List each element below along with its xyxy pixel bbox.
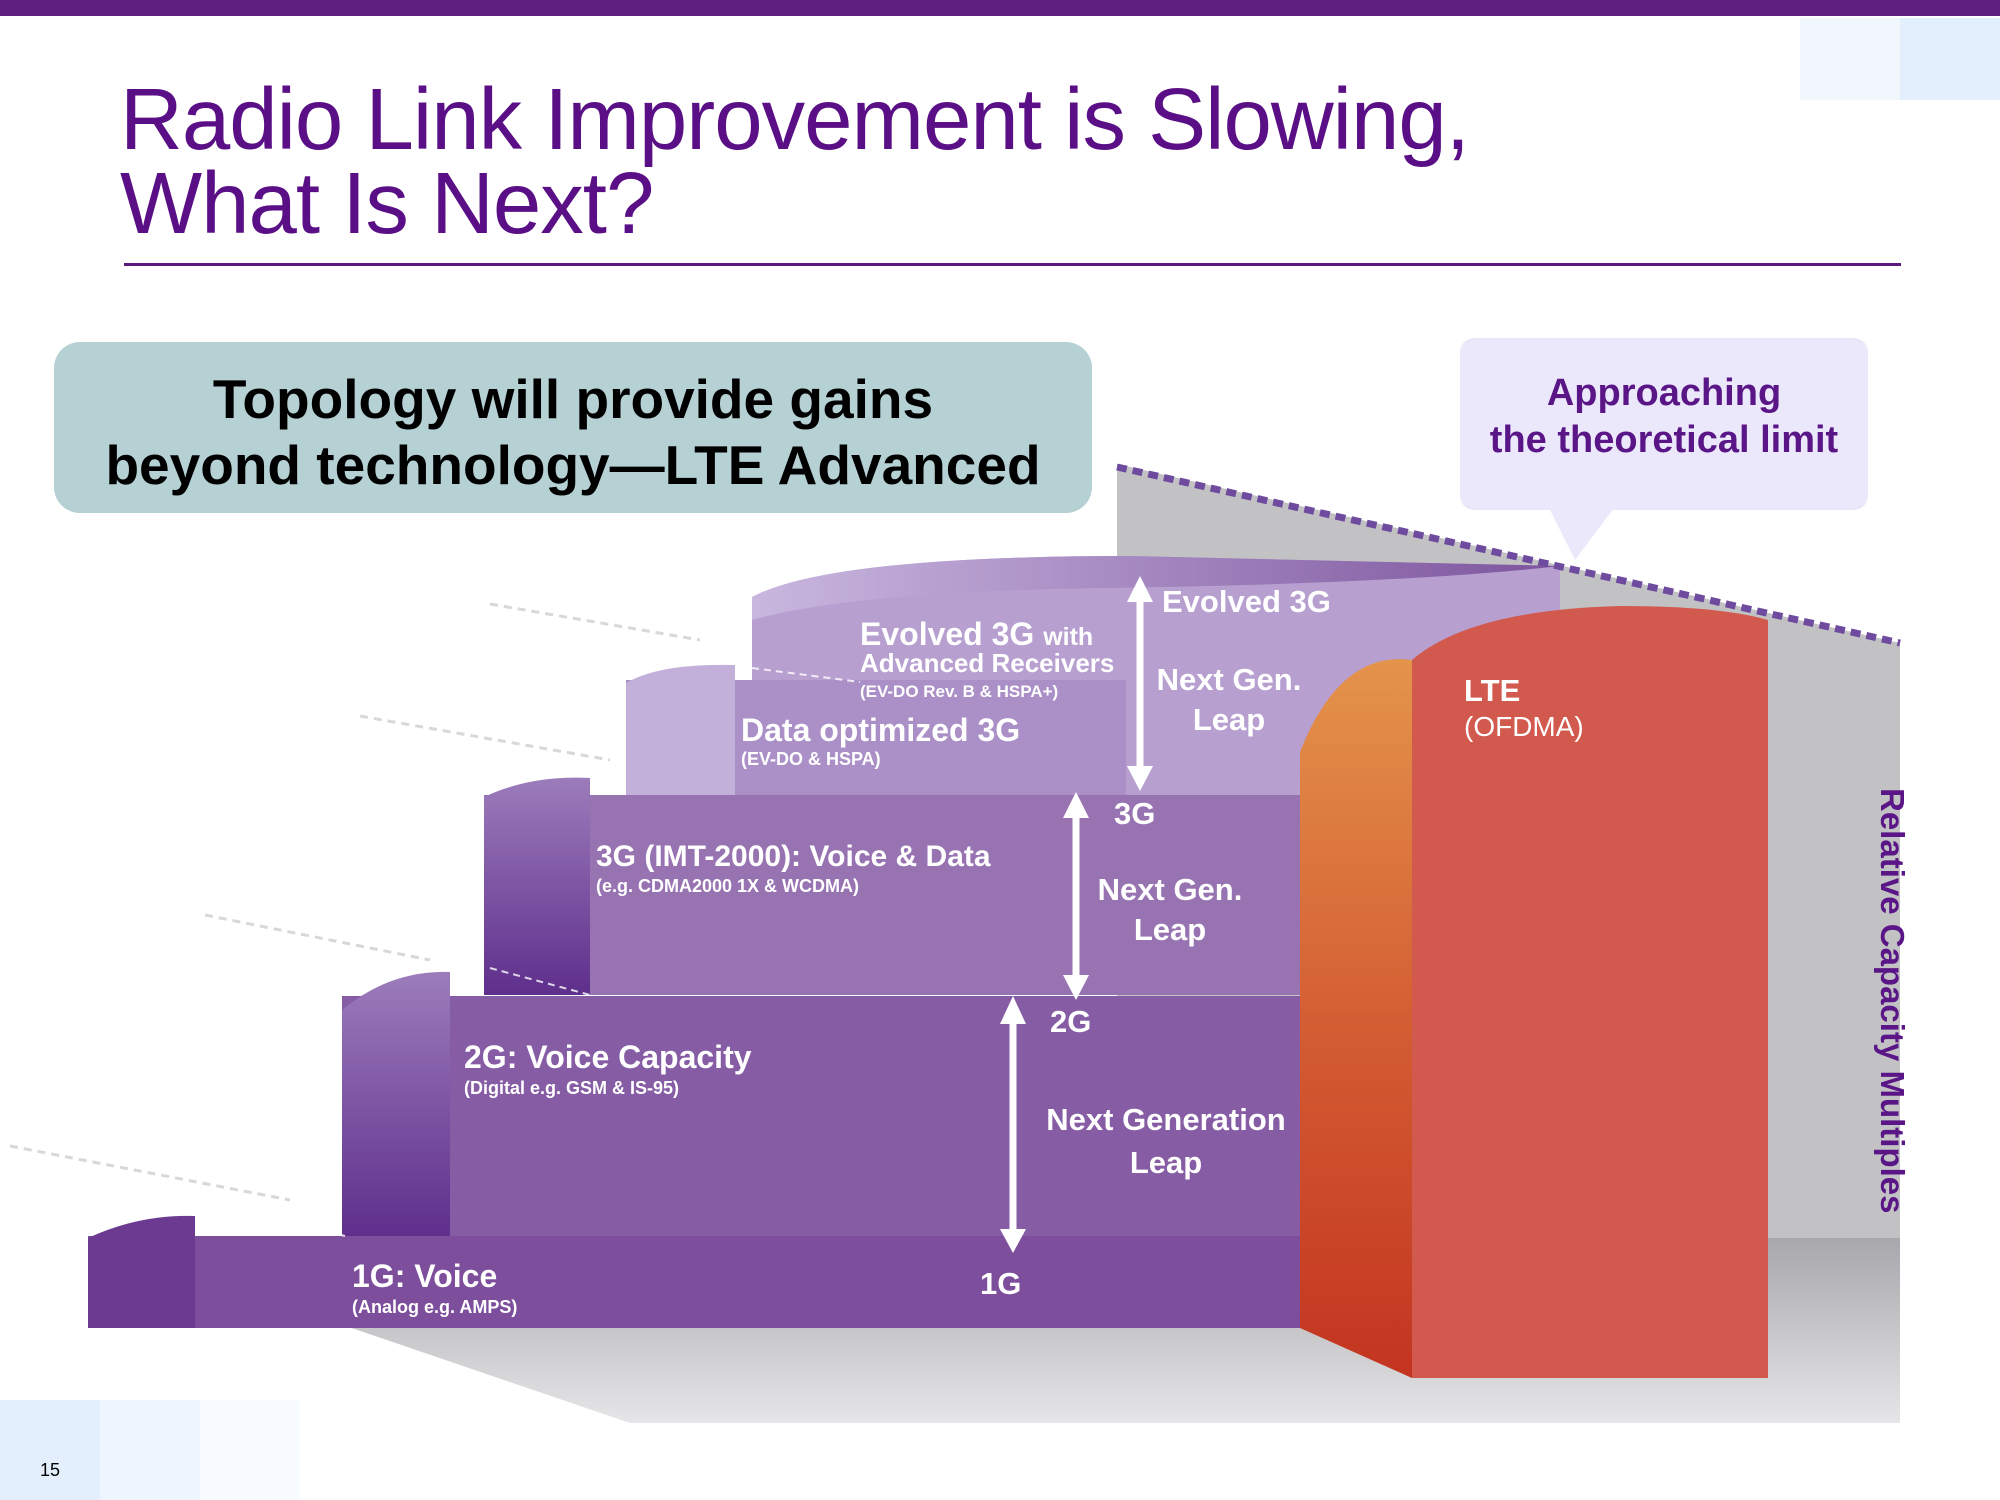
- lte-column: [1300, 606, 1768, 1378]
- leap-1g-2g: Next Generation Leap: [1036, 1098, 1296, 1184]
- step-data-optimized-3g: [626, 664, 1126, 800]
- corner-decoration-bottom-left: [0, 1400, 300, 1500]
- lte-label: LTE: [1464, 673, 1521, 708]
- step-evolved-detail: (EV-DO Rev. B & HSPA+): [860, 682, 1059, 701]
- top-brand-bar: [0, 0, 2000, 16]
- leap-1g-2g-line-1: Next Generation: [1046, 1102, 1286, 1137]
- arrow-3g-evolved: [1127, 576, 1153, 791]
- step-2g: [342, 971, 1304, 1236]
- topology-callout: Topology will provide gains beyond techn…: [54, 342, 1092, 513]
- step-evolved-label: Evolved 3G with: [860, 616, 1093, 653]
- limit-callout-line-1: Approaching: [1546, 372, 1782, 414]
- step-2g-detail: (Digital e.g. GSM & IS-95): [464, 1078, 680, 1098]
- title-line-2: What Is Next?: [120, 155, 654, 252]
- step-2g-label: 2G: Voice Capacity: [464, 1039, 752, 1075]
- step-3g-label: 3G (IMT-2000): Voice & Data: [596, 840, 991, 873]
- step-1g-detail: (Analog e.g. AMPS): [352, 1297, 518, 1317]
- title-line-1: Radio Link Improvement is Slowing,: [120, 71, 1470, 168]
- perspective-guides: [9, 602, 701, 1202]
- marker-2g: 2G: [1050, 1004, 1092, 1039]
- leap-arrows: [1000, 576, 1153, 1253]
- page-number: 15: [40, 1460, 61, 1480]
- relative-capacity-axis-label: Relative Capacity Multiples: [1874, 788, 1911, 1214]
- limit-callout-tail: [1545, 500, 1620, 560]
- theoretical-limit-line: [1116, 463, 1901, 647]
- leap-3g-evolved: Next Gen. Leap: [1145, 660, 1313, 740]
- leap-3g-evolved-line-2: Leap: [1192, 702, 1266, 737]
- marker-1g: 1G: [980, 1266, 1022, 1301]
- corner-decoration-top-right: [1800, 18, 2000, 100]
- marker-evolved-3g: Evolved 3G: [1162, 584, 1331, 619]
- arrow-1g-2g: [1000, 996, 1026, 1253]
- leap-2g-3g-line-2: Leap: [1133, 912, 1207, 947]
- step-evolved-with: with: [1043, 623, 1094, 651]
- step-data-optimized-detail: (EV-DO & HSPA): [741, 749, 881, 769]
- arrow-2g-3g: [1063, 792, 1089, 1000]
- step-data-optimized-label: Data optimized 3G: [741, 712, 1021, 748]
- step-evolved-name: Evolved 3G: [860, 616, 1035, 652]
- step-1g: [88, 1215, 1304, 1328]
- step-edge-dashes: [259, 667, 861, 1237]
- leap-3g-evolved-line-1: Next Gen.: [1156, 662, 1302, 697]
- leap-2g-3g-line-1: Next Gen.: [1097, 872, 1243, 907]
- marker-3g: 3G: [1114, 796, 1156, 831]
- leap-1g-2g-line-2: Leap: [1129, 1145, 1203, 1180]
- relative-capacity-axis: Relative Capacity Multiples: [1870, 788, 1914, 1218]
- topology-callout-line-2: beyond technology—LTE Advanced: [105, 434, 1041, 496]
- lte-detail: (OFDMA): [1464, 711, 1584, 742]
- topology-callout-line-1: Topology will provide gains: [212, 368, 934, 430]
- slide-title: Radio Link Improvement is Slowing, What …: [120, 71, 1470, 252]
- leap-2g-3g: Next Gen. Leap: [1086, 870, 1254, 950]
- title-underline: [124, 263, 1901, 266]
- step-1g-label: 1G: Voice: [352, 1258, 498, 1294]
- step-evolved-receivers: Advanced Receivers: [860, 648, 1115, 678]
- step-3g: [484, 777, 1304, 995]
- step-3g-detail: (e.g. CDMA2000 1X & WCDMA): [596, 876, 860, 896]
- theoretical-limit-callout: Approaching the theoretical limit: [1460, 338, 1868, 510]
- limit-callout-line-2: the theoretical limit: [1489, 419, 1839, 461]
